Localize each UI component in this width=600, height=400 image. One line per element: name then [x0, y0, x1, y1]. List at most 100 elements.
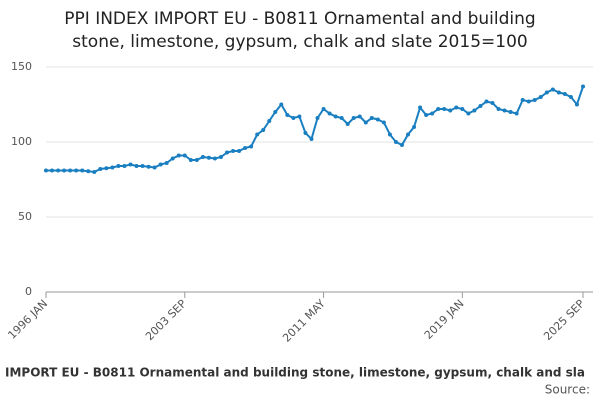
point: [430, 111, 435, 116]
point: [249, 144, 254, 149]
point: [514, 111, 519, 116]
point: [261, 128, 266, 132]
chart-title: PPI INDEX IMPORT EU - B0811 Ornamental a…: [64, 9, 535, 29]
point: [176, 153, 181, 158]
x-tick-label: 2003 SEP: [143, 297, 189, 343]
point: [182, 153, 187, 158]
point: [164, 161, 169, 165]
point: [357, 114, 362, 119]
point: [188, 158, 193, 162]
point: [574, 102, 579, 107]
point: [526, 99, 531, 104]
point: [116, 164, 121, 168]
point: [321, 107, 326, 111]
point: [339, 116, 344, 120]
point: [363, 120, 368, 125]
point: [327, 111, 332, 116]
point: [291, 116, 296, 120]
point: [315, 116, 320, 120]
point: [62, 168, 67, 173]
point: [556, 90, 561, 95]
point: [399, 143, 404, 147]
point: [86, 169, 91, 174]
point: [255, 132, 260, 137]
point: [297, 114, 302, 119]
point: [104, 166, 109, 171]
x-tick-label: 2019 JAN: [422, 297, 467, 342]
x-tick-label: 1996 JAN: [5, 297, 50, 342]
point: [333, 114, 338, 119]
point: [128, 162, 133, 167]
point: [538, 95, 543, 99]
source: Source:: [545, 383, 590, 397]
point: [56, 168, 61, 173]
point: [502, 108, 507, 113]
point: [568, 95, 573, 99]
y-tick-label: 150: [11, 60, 32, 73]
point: [231, 149, 236, 153]
point: [80, 168, 85, 173]
point: [92, 170, 97, 174]
point: [550, 87, 555, 92]
point: [303, 131, 308, 135]
point: [206, 155, 211, 160]
point: [194, 158, 199, 162]
point: [436, 107, 441, 111]
point: [496, 107, 501, 111]
point: [544, 90, 549, 95]
point: [532, 98, 537, 102]
point: [68, 168, 73, 173]
point: [472, 108, 477, 113]
series-line: [46, 86, 584, 174]
point: [412, 125, 417, 129]
point: [44, 168, 48, 173]
point: [520, 98, 525, 102]
point: [406, 132, 411, 137]
point: [387, 132, 392, 137]
point: [134, 164, 139, 168]
y-tick-label: 0: [25, 285, 32, 298]
x-tick-label: 2025 SEP: [541, 297, 587, 343]
point: [98, 167, 103, 171]
point: [212, 156, 217, 161]
point: [267, 119, 272, 123]
y-tick-label: 100: [11, 135, 32, 148]
point: [243, 146, 248, 150]
point: [110, 165, 115, 170]
point: [466, 111, 471, 116]
point: [218, 155, 223, 159]
point: [273, 110, 278, 114]
point: [50, 168, 55, 173]
point: [146, 164, 151, 169]
point: [74, 168, 79, 173]
point: [381, 120, 386, 125]
point: [418, 105, 423, 110]
y-tick-label: 50: [18, 210, 32, 223]
point: [581, 84, 585, 89]
point: [345, 122, 350, 126]
point: [393, 140, 398, 144]
legend-label: IMPORT EU - B0811 Ornamental and buildin…: [5, 366, 585, 380]
point: [170, 156, 175, 161]
point: [237, 149, 242, 153]
x-tick-label: 2011 MAY: [280, 297, 328, 345]
point: [158, 162, 163, 167]
point: [285, 113, 290, 117]
point: [122, 164, 127, 168]
point: [152, 165, 157, 170]
point: [279, 102, 284, 107]
point: [484, 99, 489, 104]
point: [351, 116, 356, 120]
point: [478, 104, 483, 108]
point: [460, 107, 465, 111]
point: [225, 150, 230, 155]
chart-title: stone, limestone, gypsum, chalk and slat…: [72, 32, 527, 52]
point: [309, 137, 314, 141]
point: [490, 101, 495, 105]
point: [562, 92, 567, 96]
point: [375, 117, 380, 122]
point: [454, 105, 459, 110]
point: [508, 110, 513, 114]
point: [369, 116, 374, 120]
